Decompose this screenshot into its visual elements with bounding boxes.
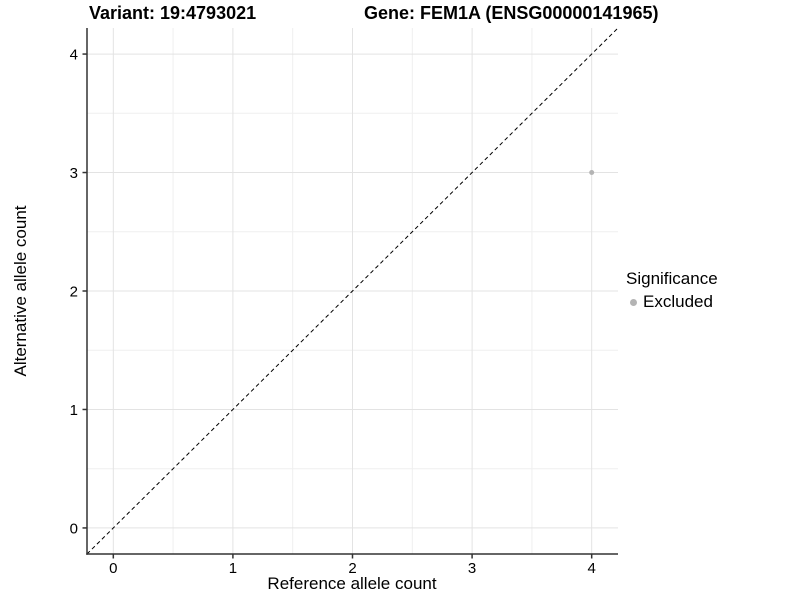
data-point: [589, 170, 595, 176]
plot-title-variant: Variant: 19:4793021: [89, 3, 257, 23]
y-tick-label: 1: [70, 402, 78, 419]
x-tick-label: 0: [109, 560, 117, 577]
y-tick-label: 2: [70, 284, 78, 301]
legend-point-icon: [630, 298, 637, 306]
y-axis-label: Alternative allele count: [11, 205, 30, 377]
legend: Significance Excluded: [626, 269, 718, 312]
legend-title: Significance: [626, 269, 718, 288]
y-tick-label: 0: [70, 520, 78, 537]
y-tick-label: 3: [70, 165, 78, 182]
y-tick-label: 4: [70, 47, 78, 64]
plot-title-gene: Gene: FEM1A (ENSG00000141965): [364, 3, 659, 23]
identity-line: [86, 27, 619, 555]
x-tick-label: 4: [588, 560, 596, 577]
legend-item-label: Excluded: [643, 292, 713, 311]
legend-item-excluded: Excluded: [626, 292, 718, 312]
x-axis-label: Reference allele count: [267, 574, 437, 593]
x-tick-label: 1: [229, 560, 237, 577]
x-tick-label: 3: [468, 560, 476, 577]
x-tick-label: 2: [348, 560, 356, 577]
